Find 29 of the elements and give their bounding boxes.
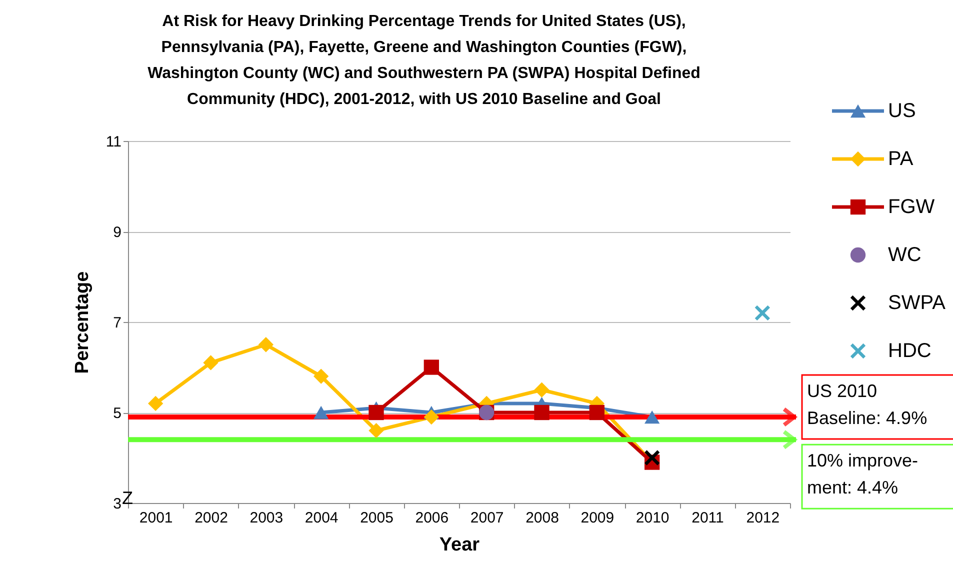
y-tick-label: 3 [113,496,122,512]
x-tick-label: 2012 [746,510,780,526]
y-tick-label: 7 [113,314,122,332]
x-tick-label: 2009 [580,510,614,526]
legend-label: PA [888,148,914,170]
x-tick-label: 2005 [360,510,394,526]
ref-line-label: 10% improve- ment: 4.4% [807,450,918,498]
legend-label: FGW [888,196,935,218]
chart-title: At Risk for Heavy Drinking Percentage Trends for United States (US), Pennsylvania (PA), Fayette, Greene and Washington Counties (FGW), Washington County (WC) and Southwestern PA (SWPA) Hospital Defined Community (HDC), 2001-2012, with US 2010 Baseline and Goal [148,13,700,108]
legend-label: WC [888,244,922,266]
x-tick-label: 2006 [415,510,449,526]
x-tick-label: 2007 [470,510,504,526]
x-tick-label: 2011 [692,510,724,526]
legend-label: US [888,100,916,122]
x-axis-title: Year [439,534,480,556]
y-tick-label: 9 [113,224,122,241]
x-tick-label: 2001 [139,510,173,526]
y-tick-label: 11 [106,134,122,150]
legend-label: SWPA [888,292,946,314]
x-tick-label: 2010 [636,510,670,526]
y-axis-title: Percentage [72,271,93,374]
legend-label: HDC [888,340,932,362]
x-tick-label: 2002 [194,510,228,526]
ref-line-label: US 2010 Baseline: 4.9% [807,381,928,428]
x-tick-label: 2004 [304,510,338,526]
annotation: Z [122,488,133,508]
y-tick-label: 5 [113,405,122,422]
x-tick-label: 2008 [526,510,559,526]
x-tick-label: 2003 [250,510,284,526]
